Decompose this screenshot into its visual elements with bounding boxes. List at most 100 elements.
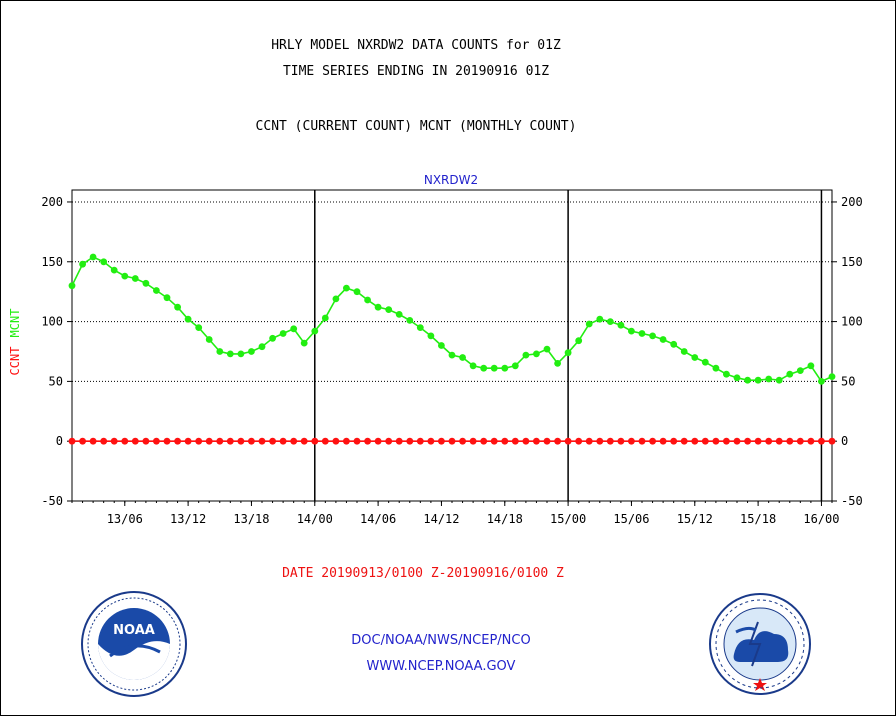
data-point-ccnt	[311, 437, 319, 445]
data-point-mcnt	[195, 324, 203, 331]
data-point-mcnt	[712, 364, 720, 372]
data-point-ccnt	[100, 437, 108, 445]
data-point-mcnt	[533, 350, 540, 358]
y-tick-label-left: 150	[41, 255, 63, 269]
data-point-ccnt	[131, 437, 139, 445]
data-point-mcnt	[723, 370, 730, 378]
data-point-mcnt	[765, 375, 773, 383]
data-point-mcnt	[395, 311, 403, 318]
x-tick-label: 14/06	[360, 512, 396, 526]
data-point-ccnt	[427, 437, 435, 445]
data-point-ccnt	[828, 437, 836, 445]
data-point-mcnt	[585, 320, 593, 328]
data-point-mcnt	[638, 330, 646, 337]
noaa-logo: NOAA	[81, 591, 187, 697]
data-point-ccnt	[628, 437, 635, 445]
x-tick-label: 15/06	[613, 512, 649, 526]
data-point-mcnt	[818, 378, 825, 385]
data-point-mcnt	[427, 332, 435, 340]
data-point-ccnt	[554, 437, 561, 445]
data-point-ccnt	[469, 437, 477, 445]
data-point-mcnt	[100, 258, 108, 266]
data-point-mcnt	[522, 351, 530, 359]
chart-header-line-3: CCNT (CURRENT COUNT) MCNT (MONTHLY COUNT…	[255, 119, 577, 134]
data-point-mcnt	[459, 354, 466, 361]
data-point-ccnt	[480, 437, 488, 445]
data-point-mcnt	[775, 376, 783, 384]
chart-header-line-2: TIME SERIES ENDING IN 20190916 01Z	[282, 64, 550, 79]
data-point-ccnt	[395, 437, 403, 445]
data-point-mcnt	[733, 374, 741, 382]
data-point-ccnt	[522, 437, 530, 445]
x-tick-label: 13/18	[233, 512, 269, 526]
data-point-ccnt	[701, 437, 709, 445]
y-tick-label-left: -50	[41, 494, 63, 508]
data-point-mcnt	[406, 317, 414, 324]
plot-frame	[71, 189, 833, 502]
data-point-mcnt	[269, 334, 276, 342]
data-point-ccnt	[374, 437, 382, 445]
grid-layer	[72, 190, 832, 501]
data-point-mcnt	[438, 342, 445, 349]
data-point-ccnt	[617, 437, 625, 445]
data-point-ccnt	[564, 437, 572, 445]
data-point-mcnt	[321, 314, 329, 322]
data-point-mcnt	[205, 336, 213, 343]
data-point-ccnt	[279, 437, 287, 445]
org-path-text: DOC/NOAA/NWS/NCEP/NCO	[351, 633, 531, 648]
data-point-ccnt	[818, 437, 825, 445]
data-point-mcnt	[511, 362, 519, 370]
chart-header-line-1: HRLY MODEL NXRDW2 DATA COUNTS for 01Z	[271, 38, 561, 53]
data-point-ccnt	[89, 437, 97, 445]
data-point-ccnt	[216, 437, 224, 445]
national-weather-service-logo	[709, 593, 811, 695]
website-link[interactable]: WWW.NCEP.NOAA.GOV	[366, 659, 516, 674]
x-tick-label: 15/12	[677, 512, 713, 526]
series-layer	[68, 253, 836, 445]
data-point-mcnt	[501, 364, 509, 372]
data-point-ccnt	[649, 437, 656, 445]
data-point-mcnt	[163, 294, 171, 302]
data-point-ccnt	[501, 437, 509, 445]
data-point-ccnt	[723, 437, 730, 445]
data-point-mcnt	[89, 253, 97, 261]
data-point-ccnt	[575, 437, 583, 445]
y-tick-label-left: 100	[41, 315, 63, 329]
data-point-mcnt	[385, 306, 393, 313]
data-point-mcnt	[480, 364, 488, 372]
data-point-mcnt	[258, 343, 266, 351]
data-point-ccnt	[79, 437, 86, 445]
data-point-ccnt	[533, 437, 540, 445]
data-point-mcnt	[184, 315, 192, 323]
data-point-mcnt	[617, 321, 625, 329]
y-tick-label-right: 200	[841, 195, 863, 209]
data-point-mcnt	[174, 303, 182, 311]
data-point-ccnt	[184, 437, 192, 445]
noaa-logo-wordmark: NOAA	[113, 623, 155, 638]
data-point-ccnt	[205, 437, 213, 445]
data-point-ccnt	[659, 437, 667, 445]
data-point-mcnt	[691, 354, 699, 361]
data-point-mcnt	[786, 370, 794, 378]
data-point-ccnt	[744, 437, 751, 445]
y-tick-label-left: 50	[49, 374, 63, 388]
data-point-mcnt	[554, 360, 561, 367]
x-tick-label: 15/18	[740, 512, 776, 526]
data-point-mcnt	[153, 287, 160, 294]
data-point-ccnt	[543, 437, 551, 445]
x-tick-label: 14/18	[487, 512, 523, 526]
data-point-mcnt	[216, 348, 224, 355]
data-point-ccnt	[290, 437, 298, 445]
x-tick-label: 14/00	[297, 512, 333, 526]
y-tick-label-right: 0	[841, 434, 848, 448]
chart-title: NXRDW2	[424, 173, 478, 187]
label-layer: 200 200 150 150 100 100 50 50 0 0 -50 -50 13/06 13/12…	[41, 195, 862, 526]
data-point-ccnt	[754, 437, 762, 445]
data-point-ccnt	[163, 437, 171, 445]
data-point-ccnt	[448, 437, 456, 445]
data-point-ccnt	[300, 437, 308, 445]
data-point-ccnt	[733, 437, 741, 445]
data-point-mcnt	[343, 284, 350, 292]
data-point-ccnt	[195, 437, 203, 445]
